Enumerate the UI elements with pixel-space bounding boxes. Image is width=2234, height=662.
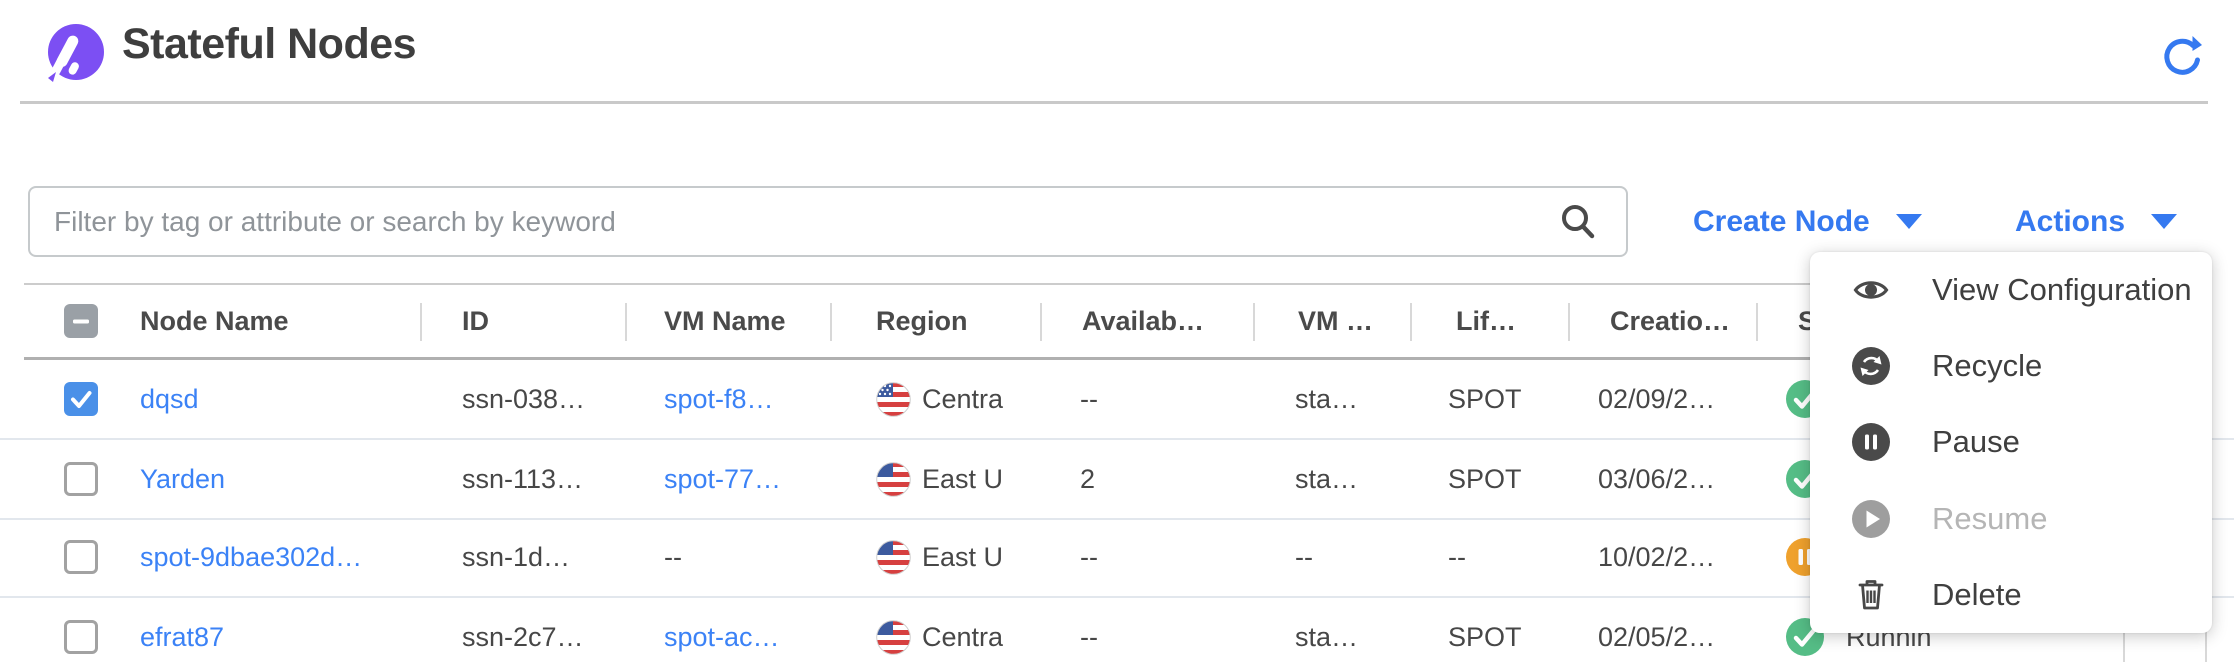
menu-item-view-configuration[interactable]: View Configuration: [1810, 252, 2212, 328]
menu-item-pause[interactable]: Pause: [1810, 404, 2212, 480]
creation-date: 03/06/2…: [1598, 464, 1716, 494]
us-flag-icon: [876, 620, 911, 655]
table-row[interactable]: efrat87 ssn-2c7… spot-ac… Centra -- sta……: [0, 598, 2234, 662]
vm-size: sta…: [1295, 622, 1359, 652]
lifecycle: SPOT: [1448, 384, 1522, 414]
node-id: ssn-1d…: [462, 542, 571, 572]
creation-date: 02/09/2…: [1598, 384, 1716, 414]
refresh-icon[interactable]: [2158, 34, 2206, 82]
table-header-underline: [24, 357, 2210, 360]
creation-date: 02/05/2…: [1598, 622, 1716, 652]
chevron-down-icon: [1895, 214, 1922, 229]
vm-size: sta…: [1295, 384, 1359, 414]
column-separator: [1253, 303, 1255, 341]
vm-size: sta…: [1295, 464, 1359, 494]
menu-item-label: Delete: [1932, 576, 2022, 612]
col-header-vm-size[interactable]: VM …: [1298, 306, 1374, 336]
menu-item-label: Resume: [1932, 500, 2048, 536]
col-header-lifecycle[interactable]: Lif…: [1456, 306, 1516, 336]
row-checkbox[interactable]: [64, 462, 98, 496]
node-name-link[interactable]: efrat87: [140, 622, 225, 652]
region: East U: [922, 542, 1004, 572]
table-row[interactable]: Yarden ssn-113… spot-77… East U 2 sta… S…: [0, 440, 2234, 520]
app-header: Stateful Nodes: [0, 0, 2234, 104]
column-separator: [1568, 303, 1570, 341]
actions-button[interactable]: Actions: [2015, 186, 2178, 257]
us-flag-icon: [876, 462, 911, 497]
table-header-row: Node Name ID VM Name Region Availab… VM …: [0, 285, 2234, 357]
menu-item-label: Recycle: [1932, 348, 2043, 384]
col-header-availability[interactable]: Availab…: [1082, 306, 1205, 336]
filter-input[interactable]: [28, 186, 1628, 257]
menu-item-recycle[interactable]: Recycle: [1810, 328, 2212, 404]
actions-dropdown-menu: View Configuration Recycle: [1810, 252, 2212, 633]
lifecycle: SPOT: [1448, 464, 1522, 494]
menu-item-resume: Resume: [1810, 481, 2212, 557]
region: Centra: [922, 384, 1004, 414]
us-flag-icon: [876, 540, 911, 575]
node-id: ssn-038…: [462, 384, 586, 414]
column-separator: [420, 303, 422, 341]
column-separator: [1410, 303, 1412, 341]
column-separator: [625, 303, 627, 341]
vm-name-link[interactable]: spot-77…: [664, 464, 782, 494]
column-separator: [1756, 303, 1758, 341]
menu-item-label: Pause: [1932, 424, 2020, 460]
col-header-id[interactable]: ID: [462, 306, 489, 336]
availability-zone: --: [1080, 384, 1098, 414]
trash-icon: [1852, 576, 1890, 614]
column-separator: [2123, 604, 2125, 662]
node-id: ssn-113…: [462, 464, 584, 494]
vm-name-link[interactable]: spot-f8…: [664, 384, 774, 414]
column-separator: [2205, 604, 2207, 662]
select-all-checkbox[interactable]: [64, 304, 98, 338]
node-name-link[interactable]: spot-9dbae302d…: [140, 542, 363, 572]
table-top-border: [24, 283, 2210, 285]
lifecycle: --: [1448, 542, 1466, 572]
row-checkbox[interactable]: [64, 382, 98, 416]
header-divider: [20, 101, 2208, 104]
column-separator: [830, 303, 832, 341]
node-name-link[interactable]: dqsd: [140, 384, 199, 414]
column-separator: [1040, 303, 1042, 341]
lifecycle: SPOT: [1448, 622, 1522, 652]
node-id: ssn-2c7…: [462, 622, 584, 652]
vm-name: --: [664, 542, 682, 572]
vm-name-link[interactable]: spot-ac…: [664, 622, 780, 652]
region: Centra: [922, 622, 1004, 652]
spot-logo-icon: [48, 24, 104, 82]
row-checkbox[interactable]: [64, 620, 98, 654]
nodes-table: Node Name ID VM Name Region Availab… VM …: [0, 283, 2234, 662]
node-name-link[interactable]: Yarden: [140, 464, 226, 494]
page-title: Stateful Nodes: [122, 20, 417, 68]
row-checkbox[interactable]: [64, 540, 98, 574]
pause-icon: [1852, 423, 1890, 462]
availability-zone: --: [1080, 542, 1098, 572]
region: East U: [922, 464, 1004, 494]
chevron-down-icon: [2151, 214, 2178, 229]
col-header-vm-name[interactable]: VM Name: [664, 306, 786, 336]
availability-zone: --: [1080, 622, 1098, 652]
table-row[interactable]: spot-9dbae302d… ssn-1d… -- East U -- -- …: [0, 518, 2234, 598]
create-node-label: Create Node: [1693, 204, 1870, 238]
menu-item-label: View Configuration: [1932, 272, 2192, 308]
eye-icon: [1852, 271, 1890, 309]
play-icon: [1852, 499, 1890, 538]
actions-label: Actions: [2015, 204, 2126, 238]
table-row[interactable]: dqsd ssn-038… spot-f8… Centra -- sta… SP…: [0, 360, 2234, 440]
search-icon[interactable]: [1556, 200, 1600, 244]
col-header-region[interactable]: Region: [876, 306, 968, 336]
recycle-icon: [1852, 347, 1890, 386]
creation-date: 10/02/2…: [1598, 542, 1716, 572]
create-node-button[interactable]: Create Node: [1693, 186, 1922, 257]
menu-item-delete[interactable]: Delete: [1810, 557, 2212, 633]
availability-zone: 2: [1080, 464, 1096, 494]
us-flag-icon: [876, 382, 911, 417]
col-header-node-name[interactable]: Node Name: [140, 306, 289, 336]
vm-size: --: [1295, 542, 1313, 572]
col-header-creation[interactable]: Creatio…: [1610, 306, 1731, 336]
